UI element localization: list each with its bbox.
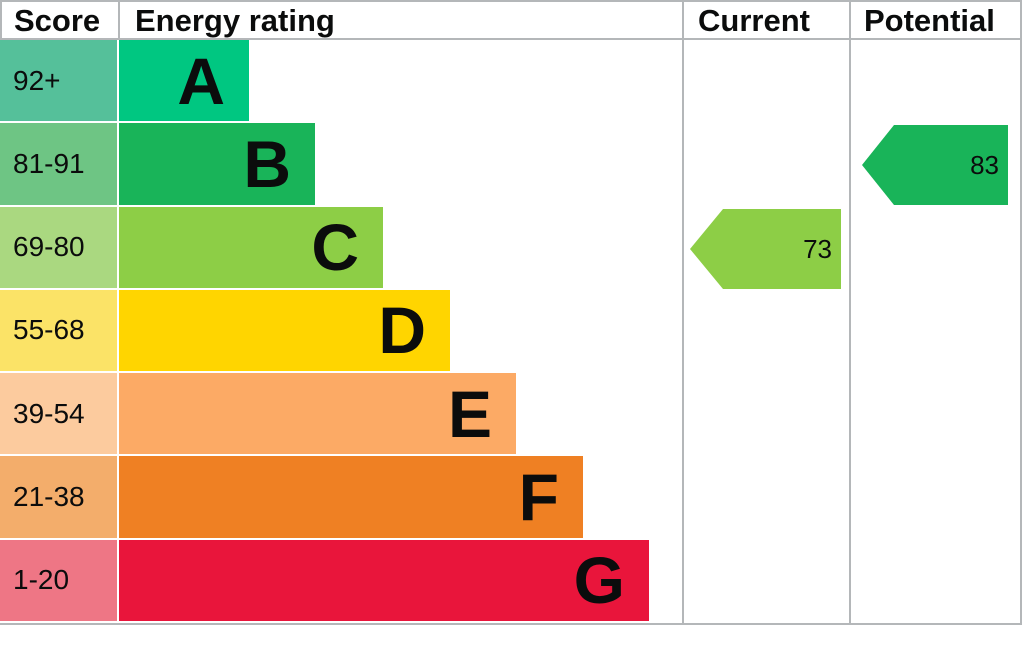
score-range-cell-f: 21-38 [0, 456, 119, 540]
column-header-energy-rating: Energy rating [135, 3, 335, 38]
band-bar-c: C [119, 206, 383, 290]
band-letter-d: D [378, 293, 426, 368]
band-bar-g: G [119, 539, 649, 623]
band-bar-f: F [119, 456, 583, 540]
current-rating-arrow: 73 [690, 209, 841, 289]
band-letter-b: B [243, 126, 291, 201]
table-top-border [0, 0, 1022, 2]
band-rows: 92+ A 81-91 B 69-80 C 55-68 [0, 40, 1022, 623]
band-row-c: 69-80 C [0, 206, 1022, 290]
band-letter-a: A [177, 43, 225, 118]
band-bar-b: B [119, 123, 315, 207]
band-row-g: 1-20 G [0, 539, 1022, 623]
score-range-label-d: 55-68 [13, 314, 85, 346]
score-range-cell-g: 1-20 [0, 539, 119, 623]
score-range-label-b: 81-91 [13, 147, 85, 179]
band-bar-d: D [119, 289, 450, 374]
band-bar-e: E [119, 373, 516, 457]
column-header-current: Current [698, 3, 810, 38]
score-column-separator [118, 0, 120, 40]
band-row-b: 81-91 B [0, 123, 1022, 207]
band-bar-a: A [119, 40, 249, 124]
header-left-border [0, 0, 2, 40]
current-rating-value: 73 [803, 233, 832, 264]
band-letter-e: E [447, 376, 492, 451]
band-letter-c: C [311, 210, 359, 285]
band-row-e: 39-54 E [0, 373, 1022, 457]
potential-rating-arrow: 83 [862, 125, 1008, 205]
table-right-border [1020, 0, 1022, 625]
potential-column-separator [849, 0, 851, 625]
score-range-label-a: 92+ [13, 64, 61, 96]
potential-rating-value: 83 [970, 149, 999, 180]
band-letter-g: G [573, 543, 625, 618]
band-row-a: 92+ A [0, 40, 1022, 124]
score-range-label-g: 1-20 [13, 564, 70, 596]
score-range-cell-c: 69-80 [0, 206, 119, 290]
current-column-separator [682, 0, 684, 625]
band-row-d: 55-68 D [0, 289, 1022, 374]
header-bottom-border [0, 38, 1022, 40]
score-range-cell-d: 55-68 [0, 289, 119, 374]
score-range-cell-e: 39-54 [0, 373, 119, 457]
column-header-potential: Potential [864, 3, 995, 38]
score-range-label-e: 39-54 [13, 397, 85, 429]
score-range-cell-a: 92+ [0, 40, 119, 124]
band-letter-f: F [518, 460, 559, 535]
band-row-f: 21-38 F [0, 456, 1022, 540]
score-range-label-f: 21-38 [13, 481, 85, 513]
column-header-score: Score [14, 3, 101, 38]
table-bottom-border [0, 623, 1022, 625]
score-range-cell-b: 81-91 [0, 123, 119, 207]
score-range-label-c: 69-80 [13, 231, 85, 263]
